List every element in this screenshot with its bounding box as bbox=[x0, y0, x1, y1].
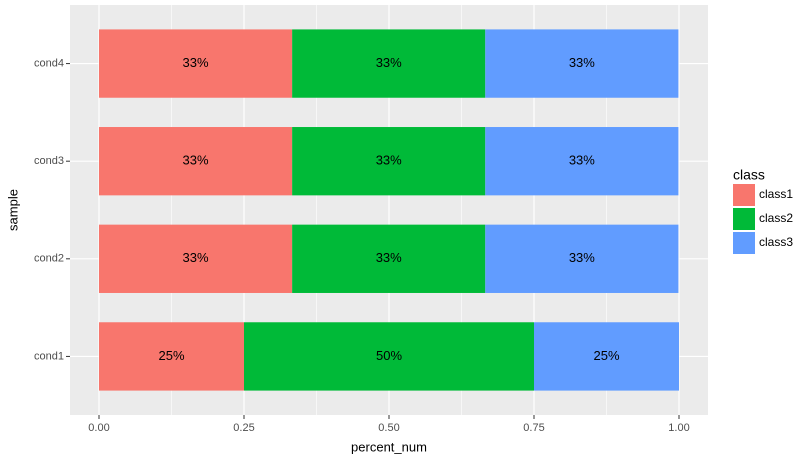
data-label: 33% bbox=[569, 250, 595, 265]
data-label: 33% bbox=[376, 153, 402, 168]
bar-segment bbox=[485, 29, 679, 98]
legend-label: class3 bbox=[759, 235, 793, 249]
bar-segment bbox=[485, 127, 679, 196]
data-label: 25% bbox=[593, 348, 619, 363]
data-label: 50% bbox=[376, 348, 402, 363]
x-axis-title: percent_num bbox=[351, 439, 427, 454]
y-tick-label: cond3 bbox=[34, 155, 64, 167]
bar-segment bbox=[534, 322, 679, 391]
data-label: 33% bbox=[183, 55, 209, 70]
bar-segment bbox=[292, 29, 486, 98]
bars: 25% 50% 25% 33% 33% 33% 33% 33% 33% 33% 33% 33% bbox=[99, 29, 679, 391]
legend-label: class2 bbox=[759, 211, 793, 225]
x-tick-label: 0.50 bbox=[378, 422, 399, 434]
data-label: 33% bbox=[376, 55, 402, 70]
y-tick-label: cond2 bbox=[34, 253, 64, 265]
bar-segment bbox=[485, 224, 679, 293]
data-label: 33% bbox=[183, 250, 209, 265]
bar-segment bbox=[244, 322, 534, 391]
bar-segment bbox=[99, 29, 293, 98]
legend-key bbox=[733, 208, 755, 230]
x-tick-label: 0.00 bbox=[88, 422, 109, 434]
x-tick-label: 1.00 bbox=[668, 422, 689, 434]
bar-segment bbox=[99, 127, 293, 196]
data-label: 33% bbox=[376, 250, 402, 265]
legend-title: class bbox=[733, 167, 765, 183]
legend-key bbox=[733, 184, 755, 206]
legend-label: class1 bbox=[759, 187, 793, 201]
legend-key bbox=[733, 232, 755, 254]
data-label: 33% bbox=[569, 153, 595, 168]
bar-segment bbox=[99, 322, 244, 391]
bar-segment bbox=[292, 224, 486, 293]
y-tick-label: cond4 bbox=[34, 57, 64, 69]
bar-segment bbox=[99, 224, 293, 293]
data-label: 33% bbox=[569, 55, 595, 70]
data-label: 25% bbox=[158, 348, 184, 363]
y-tick-label: cond1 bbox=[34, 350, 64, 362]
bar-segment bbox=[292, 127, 486, 196]
y-axis-title: sample bbox=[5, 189, 20, 231]
data-label: 33% bbox=[183, 153, 209, 168]
x-tick-label: 0.75 bbox=[523, 422, 544, 434]
x-tick-label: 0.25 bbox=[233, 422, 254, 434]
